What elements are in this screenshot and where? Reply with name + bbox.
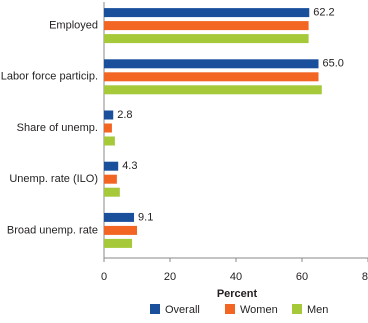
bar xyxy=(104,174,117,184)
y-tick-label: Broad unemp. rate xyxy=(7,224,98,236)
bar xyxy=(104,187,120,197)
legend-label: Women xyxy=(240,304,278,316)
bar xyxy=(104,21,309,31)
bar xyxy=(104,59,319,69)
bar xyxy=(104,34,309,44)
value-label: 62.2 xyxy=(313,7,334,19)
bar xyxy=(104,161,119,171)
bar xyxy=(104,123,112,133)
legend-label: Men xyxy=(307,304,328,316)
x-tick-label: 40 xyxy=(230,271,242,283)
bar xyxy=(104,85,322,95)
bar xyxy=(104,136,115,146)
x-tick-label: 60 xyxy=(296,271,308,283)
x-tick-label: 0 xyxy=(101,271,107,283)
y-tick-label: Employed xyxy=(49,20,98,32)
y-tick-label: Unemp. rate (ILO) xyxy=(9,173,98,185)
value-label: 9.1 xyxy=(138,211,153,223)
y-tick-label: Labor force particip. xyxy=(1,71,98,83)
y-tick-label: Share of unemp. xyxy=(17,122,98,134)
x-axis-title: Percent xyxy=(217,288,258,300)
bar xyxy=(104,110,114,120)
legend-label: Overall xyxy=(165,304,200,316)
value-label: 2.8 xyxy=(117,109,132,121)
legend-swatch xyxy=(150,304,160,314)
bar xyxy=(104,225,137,235)
bar xyxy=(104,238,133,248)
bar xyxy=(104,212,135,222)
bar xyxy=(104,72,319,82)
value-label: 65.0 xyxy=(323,58,344,70)
bar xyxy=(104,8,310,18)
x-tick-label: 20 xyxy=(164,271,176,283)
value-label: 4.3 xyxy=(122,160,137,172)
x-tick-label: 80 xyxy=(362,271,368,283)
legend-swatch xyxy=(292,304,302,314)
legend-swatch xyxy=(225,304,235,314)
